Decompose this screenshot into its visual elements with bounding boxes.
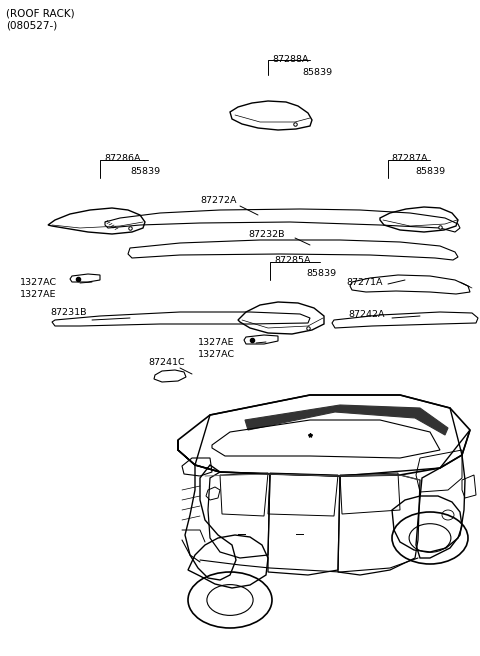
Text: 85839: 85839	[415, 167, 445, 176]
Text: 87242A: 87242A	[348, 310, 384, 319]
Text: 87287A: 87287A	[391, 154, 428, 163]
Text: (ROOF RACK): (ROOF RACK)	[6, 8, 74, 18]
Text: 1327AE: 1327AE	[198, 338, 235, 347]
Text: 85839: 85839	[130, 167, 160, 176]
Text: 87232B: 87232B	[248, 230, 285, 239]
Text: 87285A: 87285A	[274, 256, 311, 265]
Text: 87241C: 87241C	[148, 358, 185, 367]
Text: 87272A: 87272A	[200, 196, 237, 205]
Text: 87286A: 87286A	[104, 154, 141, 163]
Text: 1327AC: 1327AC	[20, 278, 57, 287]
Polygon shape	[245, 405, 448, 435]
Text: 87271A: 87271A	[346, 278, 383, 287]
Text: 85839: 85839	[302, 68, 332, 77]
Text: 85839: 85839	[306, 269, 336, 278]
Text: 1327AC: 1327AC	[198, 350, 235, 359]
Text: 87231B: 87231B	[50, 308, 86, 317]
Text: 1327AE: 1327AE	[20, 290, 57, 299]
Text: (080527-): (080527-)	[6, 21, 57, 31]
Text: 87288A: 87288A	[272, 55, 309, 64]
